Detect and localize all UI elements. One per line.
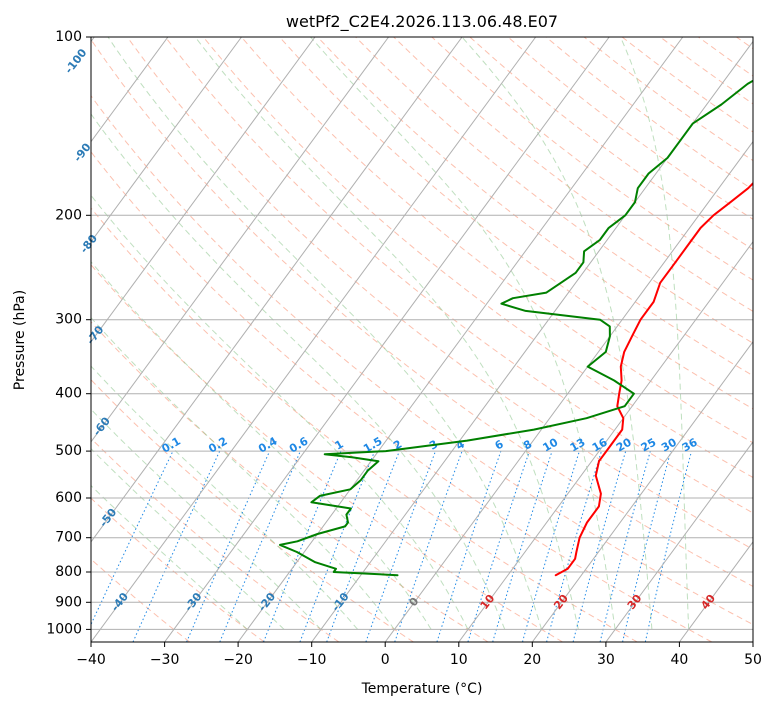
- x-tick-label: 40: [670, 652, 688, 668]
- isotherm-line: [384, 140, 753, 642]
- isotherm-line: [91, 37, 537, 642]
- mixing-ratio-line: [622, 450, 672, 642]
- dry-adiabat: [91, 151, 713, 642]
- mixing-ratio-line: [546, 450, 602, 642]
- dry-adiabat: [91, 379, 414, 642]
- x-tick-label: 50: [744, 652, 762, 668]
- dry-adiabat: [91, 38, 753, 587]
- moist-adiabat: [461, 37, 653, 630]
- y-tick-label: 600: [55, 490, 82, 506]
- isotherm-line: [91, 37, 242, 243]
- moist-adiabat: [91, 261, 432, 630]
- isotherm-line: [91, 37, 169, 143]
- background-lines: [91, 37, 753, 642]
- y-tick-label: 200: [55, 207, 82, 223]
- isotherm-line: [164, 37, 610, 642]
- y-tick-label: 900: [55, 594, 82, 610]
- mixing-ratio-line: [572, 450, 627, 642]
- x-axis-ticks: −40 −30 −20 −10 0 10 20 30 40 50: [76, 642, 762, 668]
- x-tick-label: 20: [523, 652, 541, 668]
- y-tick-label: 1000: [46, 621, 82, 637]
- mixing-ratio-line: [219, 450, 301, 642]
- y-tick-label: 300: [55, 312, 82, 328]
- moist-adiabat: [620, 37, 690, 630]
- dry-adiabat: [91, 94, 753, 626]
- dewpoint-line: [279, 79, 753, 577]
- isotherm-line: [605, 441, 753, 642]
- y-tick-label: 400: [55, 386, 82, 402]
- plot-frame: [90, 36, 754, 643]
- moist-adiabat: [91, 408, 322, 630]
- y-tick-label: 500: [55, 443, 82, 459]
- moist-adiabat: [194, 37, 579, 630]
- moist-adiabat: [91, 194, 469, 630]
- dry-adiabat: [91, 264, 563, 642]
- moist-adiabat: [91, 447, 285, 630]
- moist-adiabat: [107, 37, 543, 630]
- mixing-ratio-line: [467, 450, 530, 642]
- mixing-ratio-line: [326, 450, 400, 642]
- mixing-ratio-line: [263, 450, 342, 642]
- isotherm-grid: [91, 37, 753, 642]
- x-tick-label: 10: [450, 652, 468, 668]
- dry-adiabat: [164, 37, 753, 514]
- isotherm-line: [237, 37, 684, 642]
- moist-adiabat: [310, 37, 616, 630]
- x-tick-label: 0: [381, 652, 390, 668]
- y-tick-label: 800: [55, 564, 82, 580]
- isotherm-line: [91, 37, 463, 543]
- mixing-ratio-line: [365, 450, 436, 642]
- mixing-ratio-line: [492, 450, 553, 642]
- x-tick-label: −10: [297, 652, 327, 668]
- mixing-ratio-line: [186, 450, 271, 642]
- x-tick-label: −30: [150, 652, 180, 668]
- moist-adiabat: [91, 113, 506, 630]
- moist-adiabat: [91, 316, 395, 630]
- mixing-ratio-line: [436, 450, 502, 642]
- isobar-grid: [91, 37, 753, 630]
- isotherm-line: [91, 37, 390, 443]
- y-tick-label: 100: [55, 29, 82, 45]
- x-tick-label: −20: [223, 652, 253, 668]
- x-axis-label: Temperature (°C): [361, 681, 483, 697]
- dry-adiabat: [279, 37, 753, 410]
- chart-title: wetPf2_C2E4.2026.113.06.48.E07: [286, 12, 558, 32]
- dry-adiabat: [91, 207, 638, 642]
- plot-area: [91, 37, 753, 642]
- moist-adiabat: [91, 484, 248, 630]
- isotherm-line: [458, 240, 753, 642]
- isotherm-line: [91, 37, 316, 343]
- temperature-line: [554, 181, 753, 577]
- dry-adiabat: [355, 37, 753, 344]
- mixing-ratio-line: [599, 450, 651, 642]
- isotherm-line: [531, 340, 753, 642]
- x-tick-label: −40: [76, 652, 106, 668]
- dry-adiabat: [126, 37, 753, 550]
- dry-adiabat: [317, 37, 753, 377]
- y-axis-label: Pressure (hPa): [12, 290, 28, 390]
- profile-series: [279, 79, 753, 577]
- y-axis-ticks: 100 200 300 400 500 600 700 800 900 1000: [46, 29, 91, 637]
- y-tick-label: 700: [55, 530, 82, 546]
- mixing-ratio-line: [522, 450, 580, 642]
- mixing-ratio-line: [299, 450, 376, 642]
- x-tick-label: 30: [597, 652, 615, 668]
- moist-adiabats: [91, 37, 690, 630]
